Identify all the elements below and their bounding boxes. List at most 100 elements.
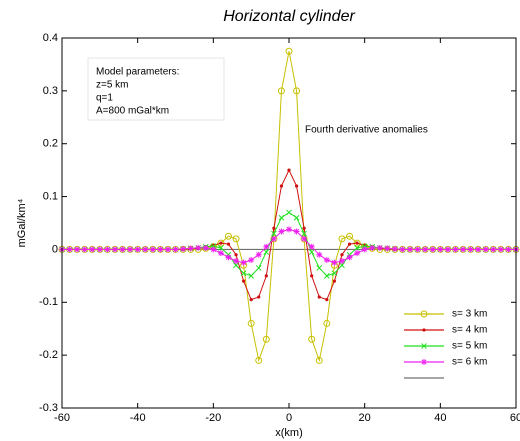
marker — [279, 184, 284, 188]
marker — [310, 274, 314, 278]
marker — [355, 241, 359, 245]
marker — [286, 209, 292, 216]
x-tick-label: -40 — [130, 412, 146, 424]
marker — [354, 250, 361, 257]
marker — [119, 246, 126, 253]
marker — [278, 214, 285, 221]
marker — [338, 258, 345, 265]
marker — [308, 249, 315, 255]
marker — [164, 246, 171, 253]
marker — [407, 246, 414, 253]
marker — [264, 274, 268, 278]
marker — [172, 246, 179, 253]
marker — [460, 246, 467, 253]
marker — [248, 273, 255, 279]
marker — [444, 246, 451, 253]
marker — [226, 242, 231, 246]
model-line: A=800 mGal*km — [96, 106, 169, 117]
marker — [285, 47, 293, 55]
marker — [293, 87, 301, 95]
marker — [384, 245, 391, 252]
marker — [149, 246, 156, 253]
marker — [316, 265, 323, 271]
marker — [233, 262, 239, 269]
marker — [81, 246, 88, 253]
marker — [96, 246, 103, 253]
marker — [225, 254, 232, 261]
marker — [232, 235, 240, 243]
x-tick-label: 20 — [359, 412, 371, 424]
marker — [277, 87, 285, 95]
y-tick-label: -0.1 — [39, 296, 58, 308]
marker — [248, 257, 255, 263]
marker — [255, 251, 262, 258]
marker — [317, 295, 321, 299]
marker — [301, 230, 307, 237]
marker — [89, 246, 96, 253]
marker — [467, 246, 474, 253]
y-tick-label: -0.2 — [39, 349, 58, 361]
marker — [308, 335, 316, 343]
marker — [346, 232, 354, 240]
marker — [294, 184, 299, 188]
marker — [270, 235, 277, 242]
x-tick-label: -60 — [54, 412, 70, 424]
marker — [361, 246, 368, 253]
marker — [240, 259, 247, 266]
plot-frame — [61, 37, 517, 409]
legend-label: s= 6 km — [452, 357, 487, 368]
marker — [332, 279, 336, 283]
marker — [240, 270, 247, 277]
marker — [325, 298, 329, 302]
x-tick-label: -20 — [205, 412, 221, 424]
marker — [323, 257, 330, 263]
marker — [340, 253, 344, 257]
marker — [475, 246, 482, 253]
marker — [247, 319, 255, 327]
marker — [180, 245, 187, 252]
x-tick-label: 0 — [286, 412, 292, 424]
x-tick-label: 60 — [510, 412, 520, 424]
marker — [255, 265, 262, 271]
marker — [242, 279, 246, 283]
marker — [399, 246, 406, 253]
model-line: q=1 — [96, 93, 113, 104]
marker — [219, 241, 223, 245]
marker — [437, 246, 444, 253]
y-tick-label: 0.2 — [43, 138, 58, 150]
marker — [202, 244, 209, 251]
model-box — [87, 57, 225, 121]
marker — [142, 246, 149, 253]
model-line: Model parameters: — [96, 67, 179, 78]
marker — [187, 245, 194, 252]
y-axis-label: mGal/km⁴ — [16, 198, 28, 247]
marker — [157, 246, 164, 253]
marker — [286, 226, 292, 233]
marker — [323, 273, 330, 279]
marker — [271, 230, 277, 237]
marker — [354, 244, 360, 251]
x-tick-label: 40 — [434, 412, 446, 424]
marker — [195, 244, 202, 251]
marker — [278, 228, 285, 235]
marker — [376, 244, 383, 251]
marker — [293, 228, 300, 235]
marker — [422, 328, 426, 332]
annotation: Fourth derivative anomalies — [305, 125, 428, 136]
marker — [347, 242, 352, 246]
marker — [262, 335, 270, 343]
marker — [316, 251, 323, 258]
marker — [331, 270, 338, 277]
marker — [421, 359, 427, 365]
marker — [293, 214, 300, 221]
marker — [369, 244, 376, 251]
y-tick-label: 0.1 — [43, 190, 58, 202]
marker — [505, 246, 512, 253]
marker — [127, 246, 134, 253]
legend-label: s= 4 km — [452, 325, 487, 336]
marker — [249, 298, 253, 302]
marker — [263, 249, 270, 255]
marker — [217, 250, 224, 257]
marker — [104, 246, 111, 253]
